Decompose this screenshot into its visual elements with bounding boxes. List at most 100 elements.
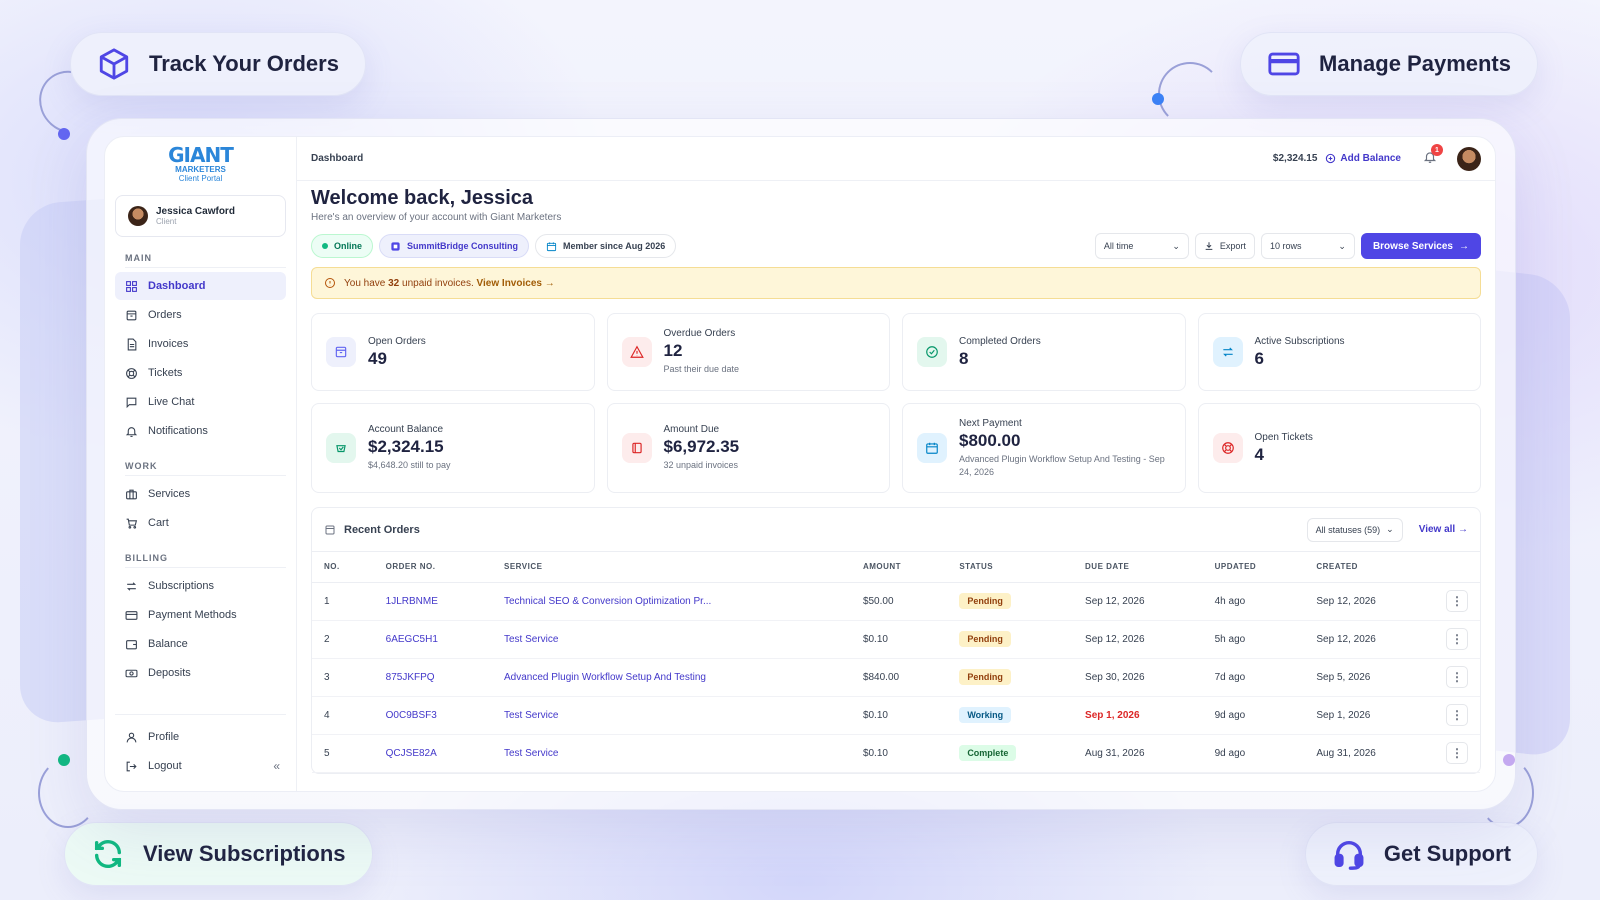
logout-icon [126,761,137,771]
headset-icon [1334,841,1364,870]
sidebar-item-invoices[interactable]: Invoices [115,330,286,358]
check-icon [926,346,938,358]
service-link[interactable]: Technical SEO & Conversion Optimization … [491,582,851,621]
logo-subtitle: MARKETERS [175,165,226,174]
lifebuoy-icon [1221,442,1234,454]
callout-track-label: Track Your Orders [149,51,339,76]
unpaid-invoices-alert: You have 32 unpaid invoices. View Invoic… [311,267,1481,299]
due-date: Sep 12, 2026 [1073,582,1203,621]
stat-card[interactable]: Active Subscriptions 6 [1197,313,1481,391]
callout-get-support: Get Support [1304,822,1538,886]
notifications-button[interactable]: 1 [1423,144,1443,167]
more-actions-icon[interactable]: ⋮ [1446,742,1468,764]
column-header: STATUS [947,552,1074,583]
updated-time: 5h ago [1202,620,1305,659]
more-actions-icon[interactable]: ⋮ [1446,590,1468,612]
alert-prefix: You have [344,277,386,289]
view-all-orders-link[interactable]: View all → [1418,524,1468,535]
status-filter-select[interactable]: All statuses (59) ⌄ [1306,517,1403,542]
table-row[interactable]: 3 875JKFPQ Advanced Plugin Workflow Setup … [312,658,1480,697]
sidebar-item-cart[interactable]: Cart [115,509,286,537]
member-since-label: Member since Aug 2026 [563,241,666,251]
online-label: Online [334,241,363,251]
time-range-select[interactable]: All time ⌄ [1094,233,1189,259]
sidebar-item-services[interactable]: Services [115,480,286,508]
stat-label: Next Payment [959,417,1022,429]
recent-orders-panel: Recent Orders All statuses (59) ⌄ View a… [311,507,1481,774]
cart-icon [126,518,138,529]
sidebar-item-tickets[interactable]: Tickets [115,359,286,387]
status-cell: Pending [947,658,1074,697]
callout-support-label: Get Support [1383,841,1511,866]
table-row[interactable]: 1 1JLRBNME Technical SEO & Conversion Opti… [312,582,1480,621]
sidebar-item-orders[interactable]: Orders [115,301,286,329]
stat-subtext: Past their due date [663,364,740,374]
stat-card[interactable]: Overdue Orders 12 Past their due date [606,313,890,391]
stat-icon-wrap [1212,433,1243,463]
sidebar-item-balance[interactable]: Balance [115,630,286,658]
due-date: Sep 1, 2026 [1073,696,1203,735]
table-row[interactable]: 4 O0C9BSF3 Test Service $0.10 Working Sep 1, … [312,696,1480,735]
updated-time: 4h ago [1202,582,1305,621]
browse-services-button[interactable]: Browse Services → [1360,233,1481,259]
service-link[interactable]: Test Service [491,696,851,735]
service-link[interactable]: Advanced Plugin Workflow Setup And Testi… [491,658,851,697]
order-number-link[interactable]: QCJSE82A [373,734,492,773]
order-number-link[interactable]: 6AEGC5H1 [373,620,492,659]
row-number: 4 [312,696,374,735]
table-row[interactable]: 5 QCJSE82A Test Service $0.10 Complete Aug 31… [312,734,1480,773]
card-icon [1268,52,1300,76]
sidebar-item-notifications[interactable]: Notifications [115,417,286,445]
sidebar-item-logout[interactable]: Logout [115,752,286,780]
lifebuoy-icon [126,367,137,379]
section-label-main: MAIN [125,253,286,268]
export-button[interactable]: Export [1194,233,1255,259]
brand-logo[interactable]: GIANT MARKETERS Client Portal [115,143,286,187]
callout-subscriptions-label: View Subscriptions [143,841,346,866]
stat-card[interactable]: Amount Due $6,972.35 32 unpaid invoices [606,403,890,493]
service-link[interactable]: Test Service [491,734,851,773]
add-balance-button[interactable]: Add Balance [1325,153,1401,164]
sidebar-item-deposits[interactable]: Deposits [115,659,286,687]
more-actions-icon[interactable]: ⋮ [1446,666,1468,688]
sidebar-item-profile[interactable]: Profile [115,723,286,751]
more-actions-icon[interactable]: ⋮ [1446,704,1468,726]
view-invoices-link[interactable]: View Invoices → [476,277,555,289]
notification-badge: 1 [1431,144,1443,156]
sidebar-item-payment-methods[interactable]: Payment Methods [115,601,286,629]
stat-card[interactable]: Next Payment $800.00 Advanced Plugin Workf… [902,403,1186,493]
box-icon [126,310,137,320]
more-actions-icon[interactable]: ⋮ [1446,628,1468,650]
avatar [128,206,148,226]
sidebar-item-dashboard[interactable]: Dashboard [115,272,286,300]
rows-per-page-select[interactable]: 10 rows ⌄ [1260,233,1355,259]
order-number-link[interactable]: 1JLRBNME [373,582,492,621]
cash-icon [125,669,138,677]
stat-card[interactable]: Open Tickets 4 [1197,403,1481,493]
collapse-sidebar-button[interactable]: « [273,759,280,773]
column-header: AMOUNT [850,552,948,583]
order-number-link[interactable]: 875JKFPQ [373,658,492,697]
calendar-icon [546,241,557,251]
avatar[interactable] [1457,146,1481,171]
sidebar-item-label: Subscriptions [148,580,215,592]
sidebar-item-live-chat[interactable]: Live Chat [115,388,286,416]
building-icon [391,241,400,251]
sidebar: GIANT MARKETERS Client Portal Jessica Ca… [105,137,297,791]
status-cell: Pending [947,582,1074,621]
order-number-link[interactable]: O0C9BSF3 [373,696,492,735]
stat-icon-wrap [1212,337,1243,367]
row-number: 5 [312,734,374,773]
service-link[interactable]: Test Service [491,620,851,659]
sidebar-item-subscriptions[interactable]: Subscriptions [115,572,286,600]
sidebar-item-label: Balance [148,638,188,650]
table-row[interactable]: 2 6AEGC5H1 Test Service $0.10 Pending Sep 12,… [312,620,1480,659]
user-card[interactable]: Jessica Cawford Client [115,195,286,237]
warning-icon [629,345,644,358]
stat-card[interactable]: Completed Orders 8 [902,313,1186,391]
stat-card[interactable]: Open Orders 49 [311,313,595,391]
sidebar-item-label: Services [148,488,191,500]
stat-card[interactable]: Account Balance $2,324.15 $4,648.20 still … [311,403,595,493]
company-badge[interactable]: SummitBridge Consulting [379,234,530,258]
box-icon [325,525,335,534]
